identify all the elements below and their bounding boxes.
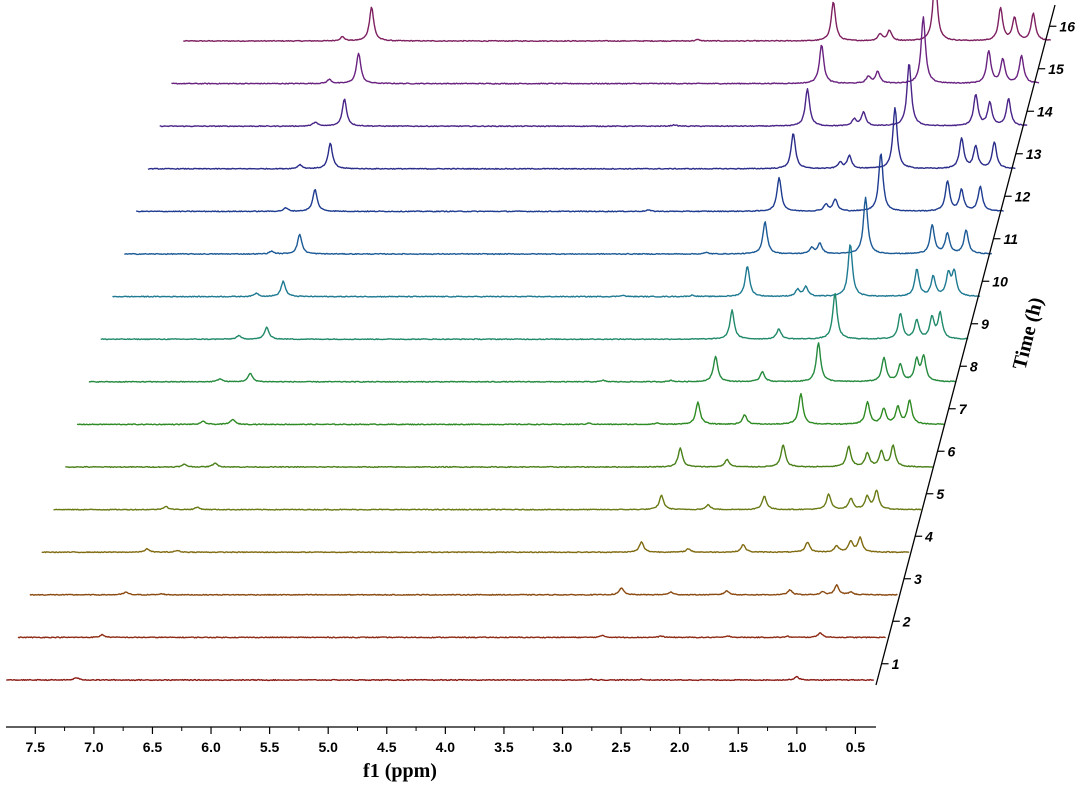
time-tick-label: 10 bbox=[992, 273, 1008, 289]
time-tick-label: 12 bbox=[1015, 188, 1031, 204]
x-tick-label: 4.5 bbox=[377, 739, 397, 755]
time-tick-label: 1 bbox=[892, 656, 900, 672]
spectrum-line-9 bbox=[100, 292, 969, 341]
time-tick-label: 14 bbox=[1037, 103, 1053, 119]
time-tick-label: 6 bbox=[948, 443, 956, 459]
time-tick-label: 9 bbox=[981, 316, 989, 332]
x-tick-label: 7.0 bbox=[84, 739, 104, 755]
time-tick-label: 4 bbox=[924, 528, 933, 544]
spectrum-line-4 bbox=[41, 536, 910, 554]
x-axis-title: f1 (ppm) bbox=[363, 760, 437, 782]
spectrum-line-7 bbox=[76, 392, 945, 426]
time-tick-label: 13 bbox=[1026, 146, 1042, 162]
x-tick-label: 2.0 bbox=[670, 739, 690, 755]
x-tick-label: 5.0 bbox=[318, 739, 338, 755]
x-tick-label: 3.5 bbox=[494, 739, 514, 755]
time-tick-label: 16 bbox=[1059, 18, 1075, 34]
spectrum-line-8 bbox=[88, 342, 957, 383]
time-tick-label: 3 bbox=[914, 571, 922, 587]
time-tick-label: 8 bbox=[970, 358, 978, 374]
spectrum-line-6 bbox=[65, 444, 934, 469]
x-tick-label: 5.5 bbox=[260, 739, 280, 755]
spectrum-line-16 bbox=[183, 0, 1051, 43]
time-axis-title: Time (h) bbox=[1009, 295, 1048, 372]
x-tick-label: 1.0 bbox=[787, 739, 807, 755]
time-tick-label: 7 bbox=[959, 401, 968, 417]
spectrum-line-3 bbox=[29, 584, 898, 596]
x-tick-label: 6.0 bbox=[201, 739, 221, 755]
x-tick-label: 7.5 bbox=[26, 739, 46, 755]
spectrum-line-5 bbox=[53, 489, 922, 511]
spectrum-line-11 bbox=[124, 196, 993, 256]
x-tick-label: 1.5 bbox=[729, 739, 749, 755]
spectrum-line-1 bbox=[6, 675, 875, 682]
spectrum-line-13 bbox=[147, 106, 1016, 170]
spectrum-line-2 bbox=[17, 632, 886, 639]
x-tick-label: 6.5 bbox=[143, 739, 163, 755]
time-tick-label: 15 bbox=[1048, 61, 1064, 77]
x-tick-label: 2.5 bbox=[611, 739, 631, 755]
spectra-layer bbox=[6, 0, 1051, 682]
spectrum-line-15 bbox=[171, 16, 1040, 85]
x-tick-label: 3.0 bbox=[553, 739, 573, 755]
x-tick-label: 4.0 bbox=[436, 739, 456, 755]
x-tick-label: 0.5 bbox=[846, 739, 866, 755]
time-tick-label: 5 bbox=[936, 486, 944, 502]
time-tick-label: 2 bbox=[902, 613, 911, 629]
x-ticks: 7.5 7.0 6.5 6.0 5.5 5.0 4.5 4.0 3.5 3.0 2.5 2.0 1.5 1… bbox=[26, 727, 866, 755]
time-tick-label: 11 bbox=[1003, 231, 1018, 247]
axes-layer: 7.5 7.0 6.5 6.0 5.5 5.0 4.5 4.0 3.5 3.0 2.5 2.0 1.5 1… bbox=[6, 4, 1075, 782]
spectrum-line-14 bbox=[159, 64, 1028, 128]
time-axis-line bbox=[875, 4, 1056, 686]
spectrum-line-12 bbox=[135, 153, 1004, 213]
